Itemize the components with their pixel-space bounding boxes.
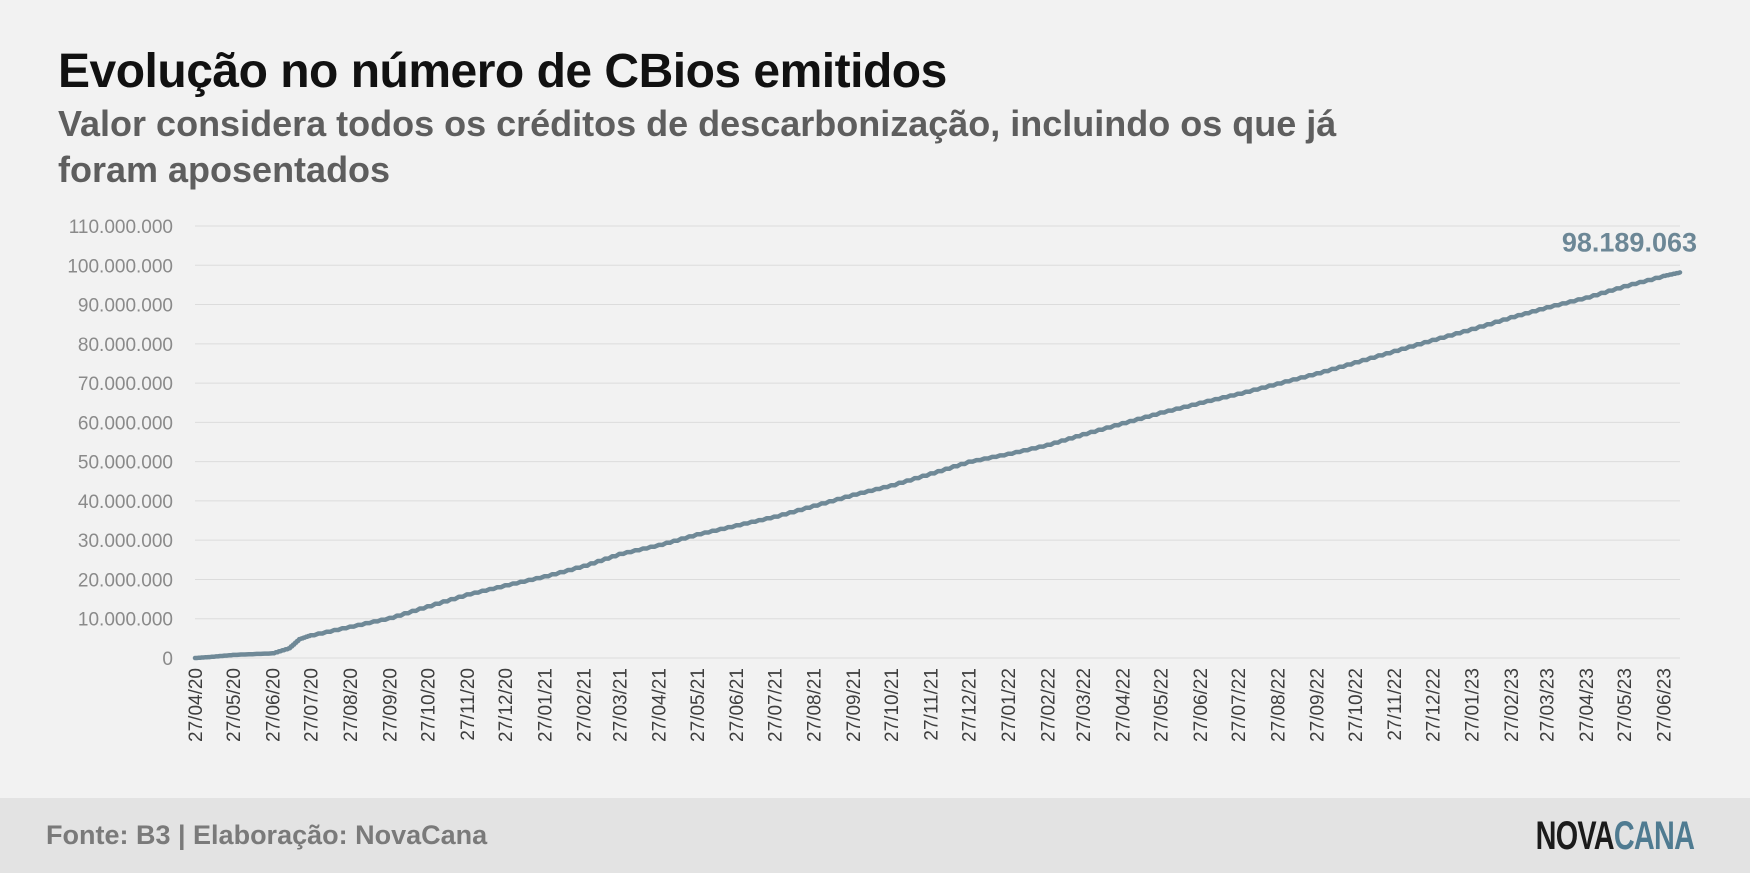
- x-tick-label: 27/11/22: [1385, 668, 1406, 741]
- x-tick-label: 27/06/22: [1191, 668, 1212, 742]
- y-tick-label: 50.000.000: [78, 453, 173, 474]
- x-tick-label: 27/08/20: [341, 668, 362, 742]
- x-tick-label: 27/08/22: [1268, 668, 1289, 742]
- y-tick-label: 10.000.000: [78, 610, 173, 631]
- x-tick-label: 27/04/20: [186, 668, 207, 742]
- chart-subtitle: Valor considera todos os créditos de des…: [58, 103, 1337, 190]
- series-line-cbios: [192, 270, 1683, 661]
- line-chart: 0 10.000.000 20.000.000 30.000.000 40.000.00…: [67, 217, 1697, 742]
- y-tick-label: 0: [162, 649, 173, 670]
- x-tick-label: 27/08/21: [805, 668, 826, 742]
- last-value-label: 98.189.063: [1562, 227, 1697, 257]
- x-tick-label: 27/02/23: [1502, 668, 1523, 742]
- x-tick-label: 27/07/22: [1229, 668, 1250, 742]
- y-tick-label: 70.000.000: [78, 374, 173, 395]
- x-tick-label: 27/12/22: [1423, 668, 1444, 742]
- grid-lines: [195, 225, 1680, 659]
- data-labels: 98.189.063: [1562, 227, 1697, 257]
- x-tick-label: 27/06/21: [727, 668, 748, 742]
- chart-title: Evolução no número de CBios emitidos: [58, 45, 947, 98]
- x-tick-label: 27/03/22: [1074, 668, 1095, 742]
- x-tick-label: 27/04/23: [1577, 668, 1598, 742]
- x-tick-label: 27/04/21: [650, 668, 671, 742]
- x-tick-label: 27/05/23: [1615, 668, 1636, 742]
- y-tick-label: 110.000.000: [69, 217, 173, 238]
- y-tick-label: 80.000.000: [78, 335, 173, 356]
- x-tick-label: 27/01/22: [999, 668, 1020, 742]
- x-axis-ticks: 27/04/20 27/05/20 27/06/20 27/07/20 27/08/20…: [186, 668, 1675, 742]
- x-tick-label: 27/07/21: [765, 668, 786, 742]
- x-tick-label: 27/06/20: [263, 668, 284, 742]
- x-tick-label: 27/10/20: [418, 668, 439, 742]
- x-tick-label: 27/09/22: [1308, 668, 1329, 742]
- y-tick-label: 30.000.000: [78, 531, 173, 552]
- y-tick-label: 20.000.000: [78, 570, 173, 591]
- logo-text-cana: CANA: [1613, 814, 1695, 858]
- x-tick-label: 27/12/20: [496, 668, 517, 742]
- x-tick-label: 27/02/21: [575, 668, 596, 742]
- x-tick-label: 27/09/21: [844, 668, 865, 742]
- x-tick-label: 27/01/21: [535, 668, 556, 742]
- x-tick-label: 27/04/22: [1113, 668, 1134, 742]
- x-tick-label: 27/12/21: [960, 668, 981, 742]
- logo-text-nova: NOVA: [1535, 814, 1614, 858]
- y-axis-ticks: 0 10.000.000 20.000.000 30.000.000 40.000.00…: [67, 217, 173, 670]
- source-credit: Fonte: B3 | Elaboração: NovaCana: [46, 820, 488, 850]
- series-layer: [192, 270, 1683, 661]
- footer-bar: Fonte: B3 | Elaboração: NovaCana NOVACAN…: [0, 798, 1750, 873]
- y-tick-label: 40.000.000: [78, 492, 173, 513]
- novacana-logo: NOVACANA: [1535, 814, 1694, 859]
- x-tick-label: 27/11/20: [458, 668, 479, 741]
- x-tick-label: 27/01/23: [1463, 668, 1484, 742]
- x-tick-label: 27/09/20: [380, 668, 401, 742]
- x-tick-label: 27/05/20: [224, 668, 245, 742]
- x-tick-label: 27/06/23: [1654, 668, 1675, 742]
- y-tick-label: 100.000.000: [67, 256, 173, 277]
- x-tick-label: 27/10/21: [882, 668, 903, 742]
- x-tick-label: 27/03/23: [1538, 668, 1559, 742]
- x-tick-label: 27/10/22: [1346, 668, 1367, 742]
- x-tick-label: 27/11/21: [922, 668, 943, 741]
- x-tick-label: 27/03/21: [610, 668, 631, 742]
- y-tick-label: 60.000.000: [78, 413, 173, 434]
- x-tick-label: 27/07/20: [302, 668, 323, 742]
- y-tick-label: 90.000.000: [78, 296, 173, 317]
- x-tick-label: 27/02/22: [1038, 668, 1059, 742]
- x-tick-label: 27/05/22: [1151, 668, 1172, 742]
- x-tick-label: 27/05/21: [688, 668, 709, 742]
